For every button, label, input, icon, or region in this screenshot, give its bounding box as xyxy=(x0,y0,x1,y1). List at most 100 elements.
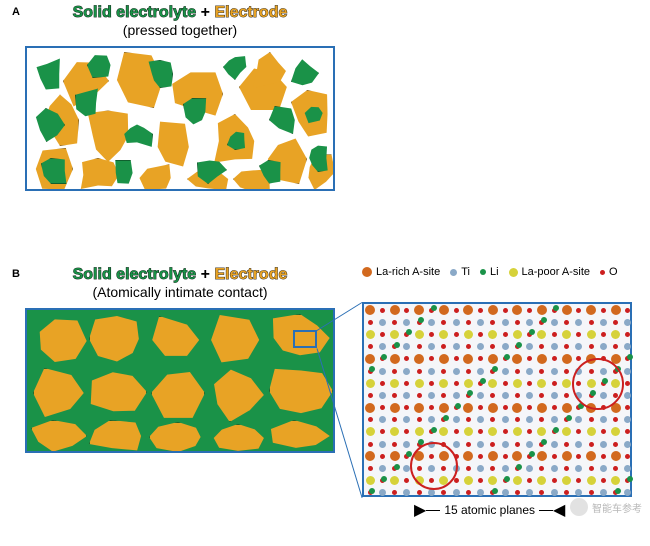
arrow-left-icon: ▶ xyxy=(414,500,426,520)
lattice-atom xyxy=(613,442,618,447)
watermark-icon xyxy=(570,498,588,516)
lattice-atom xyxy=(366,330,375,339)
lattice-atom xyxy=(613,320,618,325)
lattice-atom xyxy=(512,451,522,461)
lattice-atom xyxy=(477,343,484,350)
particle xyxy=(31,314,89,368)
particle xyxy=(89,314,145,364)
lattice-atom xyxy=(454,308,459,313)
legend-item: Ti xyxy=(450,266,470,278)
lattice-atom xyxy=(366,476,375,485)
lattice-atom xyxy=(467,390,473,396)
lattice-atom xyxy=(381,476,387,482)
lattice-atom xyxy=(502,319,509,326)
lattice-atom xyxy=(428,416,435,423)
lattice-atom xyxy=(478,332,483,337)
lattice-atom xyxy=(390,451,400,461)
lattice-atom xyxy=(527,308,532,313)
lattice-atom xyxy=(576,332,581,337)
lattice-atom xyxy=(566,415,572,421)
watermark: 智能车参考 xyxy=(570,498,642,516)
lattice-atom xyxy=(379,368,386,375)
lattice-diagram xyxy=(362,302,632,497)
lattice-atom xyxy=(453,441,460,448)
lattice-atom xyxy=(418,317,424,323)
particle xyxy=(87,52,115,78)
lattice-atom xyxy=(552,478,557,483)
lattice-atom xyxy=(513,330,522,339)
lattice-atom xyxy=(478,356,483,361)
lattice-atom xyxy=(414,403,424,413)
lattice-atom xyxy=(453,489,460,496)
lattice-atom xyxy=(443,415,449,421)
lattice-atom xyxy=(576,429,581,434)
lattice-atom xyxy=(439,330,448,339)
lattice-atom xyxy=(464,476,473,485)
lattice-atom xyxy=(575,489,582,496)
lattice-atom xyxy=(466,490,471,495)
lattice-atom xyxy=(564,490,569,495)
lattice-atom xyxy=(488,354,498,364)
lattice-atom xyxy=(390,427,399,436)
lattice-atom xyxy=(441,320,446,325)
lattice-atom xyxy=(539,393,544,398)
lattice-atom xyxy=(488,476,497,485)
lattice-atom xyxy=(601,308,606,313)
lattice-atom xyxy=(478,405,483,410)
lattice-atom xyxy=(490,344,495,349)
lattice-atom xyxy=(527,405,532,410)
lattice-atom xyxy=(415,379,424,388)
dimension-annotation: ▶15 atomic planes◀ xyxy=(414,500,565,520)
lattice-atom xyxy=(417,344,422,349)
lattice-atom xyxy=(526,368,533,375)
particle xyxy=(31,420,87,452)
lattice-atom xyxy=(488,451,498,461)
lattice-atom xyxy=(454,356,459,361)
panel-b-label: B xyxy=(12,268,20,280)
particle xyxy=(223,54,247,80)
lattice-atom xyxy=(366,427,375,436)
lattice-atom xyxy=(526,441,533,448)
lattice-atom xyxy=(503,405,508,410)
lattice-atom xyxy=(429,356,434,361)
lattice-atom xyxy=(551,416,558,423)
particle xyxy=(33,56,65,92)
lattice-atom xyxy=(441,369,446,374)
particle xyxy=(207,314,265,366)
particle xyxy=(147,316,205,364)
lattice-atom xyxy=(404,381,409,386)
lattice-atom xyxy=(454,429,459,434)
lattice-atom xyxy=(463,354,473,364)
lattice-atom xyxy=(587,427,596,436)
lattice-atom xyxy=(490,466,495,471)
lattice-atom xyxy=(390,354,400,364)
legend-label: O xyxy=(609,266,618,278)
lattice-atom xyxy=(529,329,535,335)
lattice-atom xyxy=(539,490,544,495)
lattice-atom xyxy=(537,451,547,461)
lattice-atom xyxy=(552,405,557,410)
lattice-atom xyxy=(478,454,483,459)
lattice-atom xyxy=(380,381,385,386)
lattice-atom xyxy=(624,416,631,423)
lattice-atom xyxy=(404,478,409,483)
lattice-atom xyxy=(379,343,386,350)
lattice-atom xyxy=(562,305,572,315)
lattice-atom xyxy=(513,476,522,485)
lattice-atom xyxy=(404,429,409,434)
lattice-atom xyxy=(369,366,375,372)
legend-item: O xyxy=(600,266,618,278)
lattice-atom xyxy=(428,489,435,496)
lattice-atom xyxy=(502,465,509,472)
particle xyxy=(183,98,209,126)
panel-a-label: A xyxy=(12,6,20,18)
lattice-atom xyxy=(553,427,559,433)
lattice-atom xyxy=(439,403,449,413)
lattice-atom xyxy=(539,417,544,422)
lattice-atom xyxy=(564,344,569,349)
lattice-atom xyxy=(613,417,618,422)
lattice-atom xyxy=(488,305,498,315)
lattice-atom xyxy=(477,368,484,375)
lattice-atom xyxy=(576,308,581,313)
lattice-atom xyxy=(624,489,631,496)
